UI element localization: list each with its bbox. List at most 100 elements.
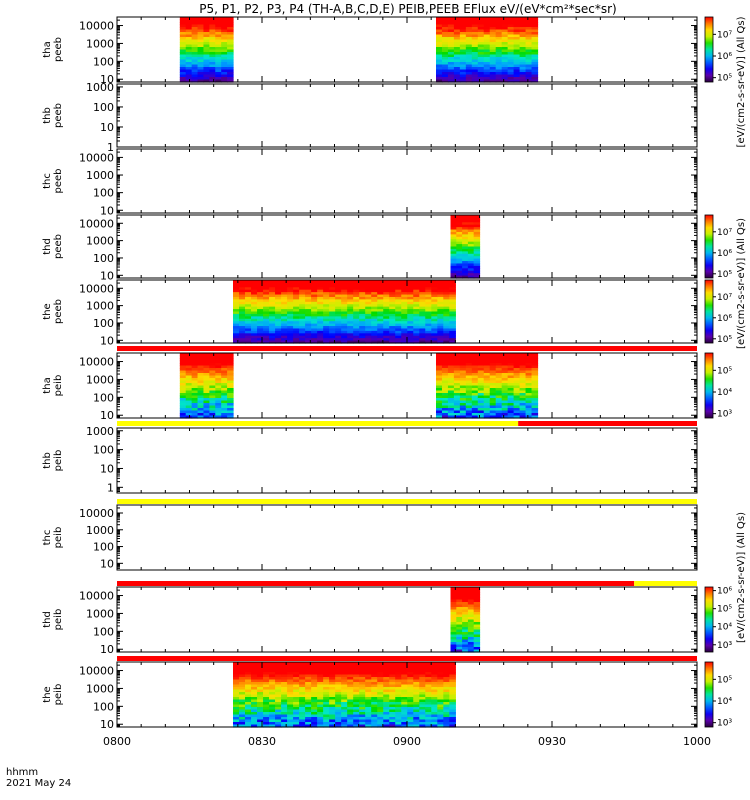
time-format-label: hhmm xyxy=(6,767,39,778)
y-tick-label: 10000 xyxy=(79,151,114,164)
mode-bar xyxy=(634,581,697,586)
y-tick-label: 1000 xyxy=(86,235,114,248)
colorbar: 10³ 10⁴ 10⁵ xyxy=(704,661,732,729)
colorbar-tick-label: 10⁵ xyxy=(717,605,732,615)
y-tick-label: 10000 xyxy=(79,665,114,678)
y-axis-label: thcpeib xyxy=(42,527,64,549)
panel-thc-peeb: 10 100 1000 10000 thcpeeb xyxy=(42,148,698,217)
y-tick-label: 1000 xyxy=(86,373,114,386)
mode-bar xyxy=(117,421,519,426)
colorbar-tick-label: 10⁶ xyxy=(717,249,732,259)
y-tick-label: 10000 xyxy=(79,20,114,33)
spectrogram-block xyxy=(450,587,481,653)
colorbar-tick-label: 10⁴ xyxy=(717,623,732,633)
colorbar-tick-label: 10³ xyxy=(717,410,732,420)
colorbar: 10⁵ 10⁶ 10⁷ xyxy=(704,16,732,84)
y-tick-label: 10000 xyxy=(79,507,114,520)
colorbar-tick-label: 10⁶ xyxy=(717,314,732,324)
mode-bar xyxy=(117,346,697,351)
y-axis-label: thbpeib xyxy=(42,450,64,472)
colorbar-tick-label: 10⁵ xyxy=(717,335,732,345)
mode-bar xyxy=(117,656,697,661)
colorbar: 10³ 10⁴ 10⁵ 10⁶ xyxy=(704,586,732,653)
y-tick-label: 100 xyxy=(93,391,114,404)
mode-bar xyxy=(117,499,697,504)
x-tick-label: 0830 xyxy=(248,735,276,748)
y-tick-label: 10 xyxy=(100,643,114,656)
y-tick-label: 1000 xyxy=(86,682,114,695)
colorbar-tick-label: 10³ xyxy=(717,719,732,729)
y-tick-label: 10 xyxy=(100,334,114,347)
x-tick-label: 1000 xyxy=(683,735,711,748)
colorbar-tick-label: 10⁵ xyxy=(717,366,732,376)
colorbar-tick-label: 10⁶ xyxy=(717,52,732,62)
colorbar-units-label: [eV/(cm2-s-sr-eV)] (All Qs) xyxy=(736,218,747,349)
panel-frame xyxy=(116,148,698,214)
y-tick-label: 10000 xyxy=(79,282,114,295)
plot-title: P5, P1, P2, P3, P4 (TH-A,B,C,D,E) PEIB,P… xyxy=(199,2,617,16)
colorbar-tick-label: 10⁷ xyxy=(717,30,732,40)
colorbar-tick-label: 10⁷ xyxy=(717,293,732,303)
x-tick-label: 0930 xyxy=(538,735,566,748)
date-label: 2021 May 24 xyxy=(6,778,72,789)
y-tick-label: 1000 xyxy=(86,425,114,438)
y-tick-label: 10 xyxy=(100,269,114,282)
colorbar-tick-label: 10⁶ xyxy=(717,587,732,597)
colorbar-tick-label: 10⁵ xyxy=(717,270,732,280)
y-tick-label: 10 xyxy=(100,718,114,731)
mode-bar xyxy=(117,581,635,586)
colorbar-tick-label: 10⁵ xyxy=(717,675,732,685)
spectrogram-block xyxy=(233,280,456,344)
y-tick-label: 100 xyxy=(93,317,114,330)
colorbar: 10⁵ 10⁶ 10⁷ xyxy=(704,214,732,280)
panel-frame xyxy=(116,586,698,653)
panel-thb-peib: 1 10 100 1000 thbpeib xyxy=(42,421,698,494)
y-tick-label: 1 xyxy=(107,141,114,154)
y-tick-label: 10 xyxy=(100,204,114,217)
panel-the-peib: 10 100 1000 10000 thepeib 10³ 10⁴ 10⁵ xyxy=(42,656,732,731)
spectrogram-block xyxy=(179,17,234,83)
panel-thd-peeb: 10 100 1000 10000 thdpeeb 10⁵ 10⁶ 10⁷ xyxy=(42,214,732,282)
colorbar: 10³ 10⁴ 10⁵ xyxy=(704,352,732,420)
panel-frame xyxy=(116,83,698,148)
y-tick-label: 1000 xyxy=(86,607,114,620)
y-tick-label: 10 xyxy=(100,121,114,134)
y-tick-label: 1000 xyxy=(86,169,114,182)
y-axis-label: thdpeeb xyxy=(42,234,64,259)
y-tick-label: 100 xyxy=(93,541,114,554)
y-tick-label: 100 xyxy=(93,55,114,68)
colorbar-tick-label: 10⁴ xyxy=(717,388,732,398)
colorbar-tick-label: 10⁵ xyxy=(717,74,732,84)
y-tick-label: 1000 xyxy=(86,37,114,50)
mode-bar xyxy=(518,421,697,426)
x-tick-label: 0900 xyxy=(393,735,421,748)
panel-tha-peeb: 10 100 1000 10000 thapeeb 10⁵ 10⁶ 10⁷ xyxy=(42,16,732,86)
y-tick-label: 10 xyxy=(100,409,114,422)
y-tick-label: 100 xyxy=(93,625,114,638)
y-axis-label: thepeeb xyxy=(42,299,64,324)
spectrogram-block xyxy=(450,215,481,279)
colorbar-units-label: [eV/(cm2-s-sr-eV)] (All Qs) xyxy=(736,16,747,147)
y-tick-label: 100 xyxy=(93,252,114,265)
colorbar-tick-label: 10⁷ xyxy=(717,228,732,238)
y-tick-label: 10 xyxy=(100,462,114,475)
y-tick-label: 10000 xyxy=(79,590,114,603)
colorbar-tick-label: 10⁴ xyxy=(717,697,732,707)
y-tick-label: 10 xyxy=(100,73,114,86)
y-axis-label: thapeib xyxy=(42,375,64,397)
y-tick-label: 1000 xyxy=(86,524,114,537)
panel-frame xyxy=(116,427,698,494)
panel-thd-peib: 10 100 1000 10000 thdpeib 10³ 10⁴ 10⁵ 10⁶ xyxy=(42,581,732,656)
spectrogram-block xyxy=(233,662,456,728)
panel-frame xyxy=(116,214,698,279)
y-tick-label: 10 xyxy=(100,557,114,570)
y-tick-label: 1000 xyxy=(86,81,114,94)
y-axis-label: thcpeeb xyxy=(42,169,64,194)
colorbar-units-label: [eV/(cm2-s-sr-eV)] (All Qs) xyxy=(736,512,747,643)
spectrogram-block xyxy=(436,353,539,419)
y-tick-label: 100 xyxy=(93,444,114,457)
spectrogram-block xyxy=(436,17,539,83)
y-tick-label: 1 xyxy=(107,481,114,494)
colorbar: 10⁵ 10⁶ 10⁷ xyxy=(704,279,732,345)
